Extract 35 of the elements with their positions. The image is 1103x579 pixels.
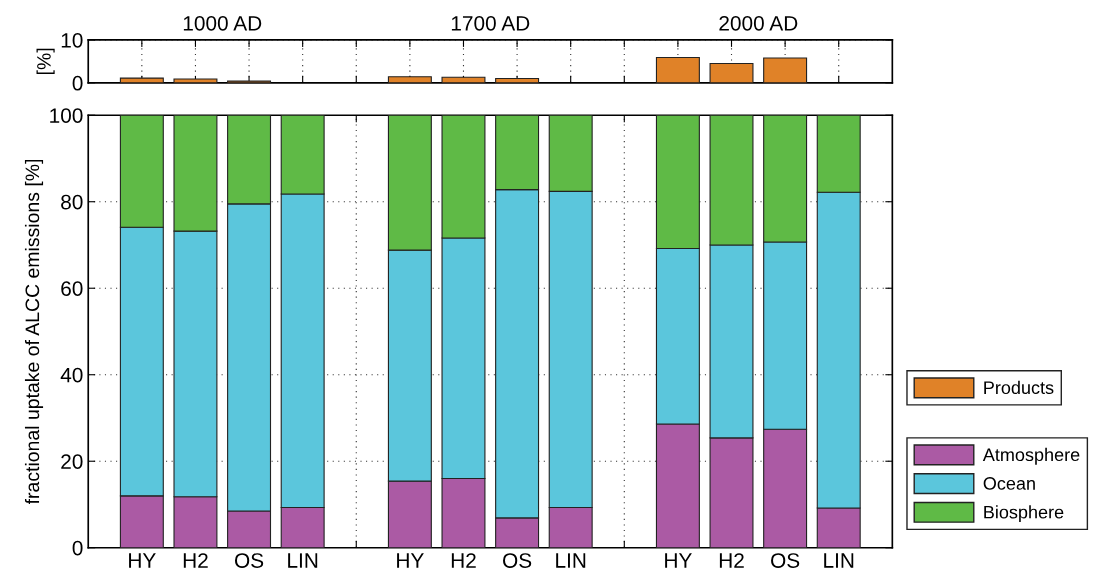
x-tick-label: HY [397,553,424,568]
x-tick-label: H2 [183,553,208,568]
y-tick-label: 60 [61,281,83,296]
legend-label: Products [984,380,1054,395]
x-tick-label: OS [234,553,264,568]
y-tick-label: 40 [60,367,83,383]
legend-label: Atmosphere [982,447,1080,465]
text: 1000 AD [183,15,262,31]
legend-label: Ocean [983,477,1035,490]
y-tick-label: 100 [50,108,83,123]
legend-label: Biosphere [984,505,1064,523]
y-tick-label: 0 [72,540,83,556]
bar [709,62,754,83]
bar [655,56,700,83]
y-tick-label: 10 [61,32,83,48]
y-axis-title: [%] [36,48,55,75]
bar [387,76,432,83]
y-tick-label: 80 [61,194,83,210]
bar [173,78,218,83]
x-tick-label: OS [503,553,532,568]
x-tick-label: OS [771,553,800,568]
text: 2000 AD [719,15,798,31]
x-tick-label: LIN [556,553,586,568]
x-tick-label: H2 [451,553,476,568]
y-axis-title: fractional uptake of ALCC emissions [%] [24,159,44,505]
bar [763,57,808,83]
x-tick-label: LIN [824,553,854,568]
x-tick-label: HY [665,553,692,568]
text: 1700 AD [451,15,530,31]
bar [119,77,164,83]
x-tick-label: LIN [288,553,318,568]
y-tick-label: 20 [61,454,83,469]
x-tick-label: H2 [719,553,744,568]
x-tick-label: HY [129,553,156,568]
y-tick-label: 0 [72,75,83,91]
